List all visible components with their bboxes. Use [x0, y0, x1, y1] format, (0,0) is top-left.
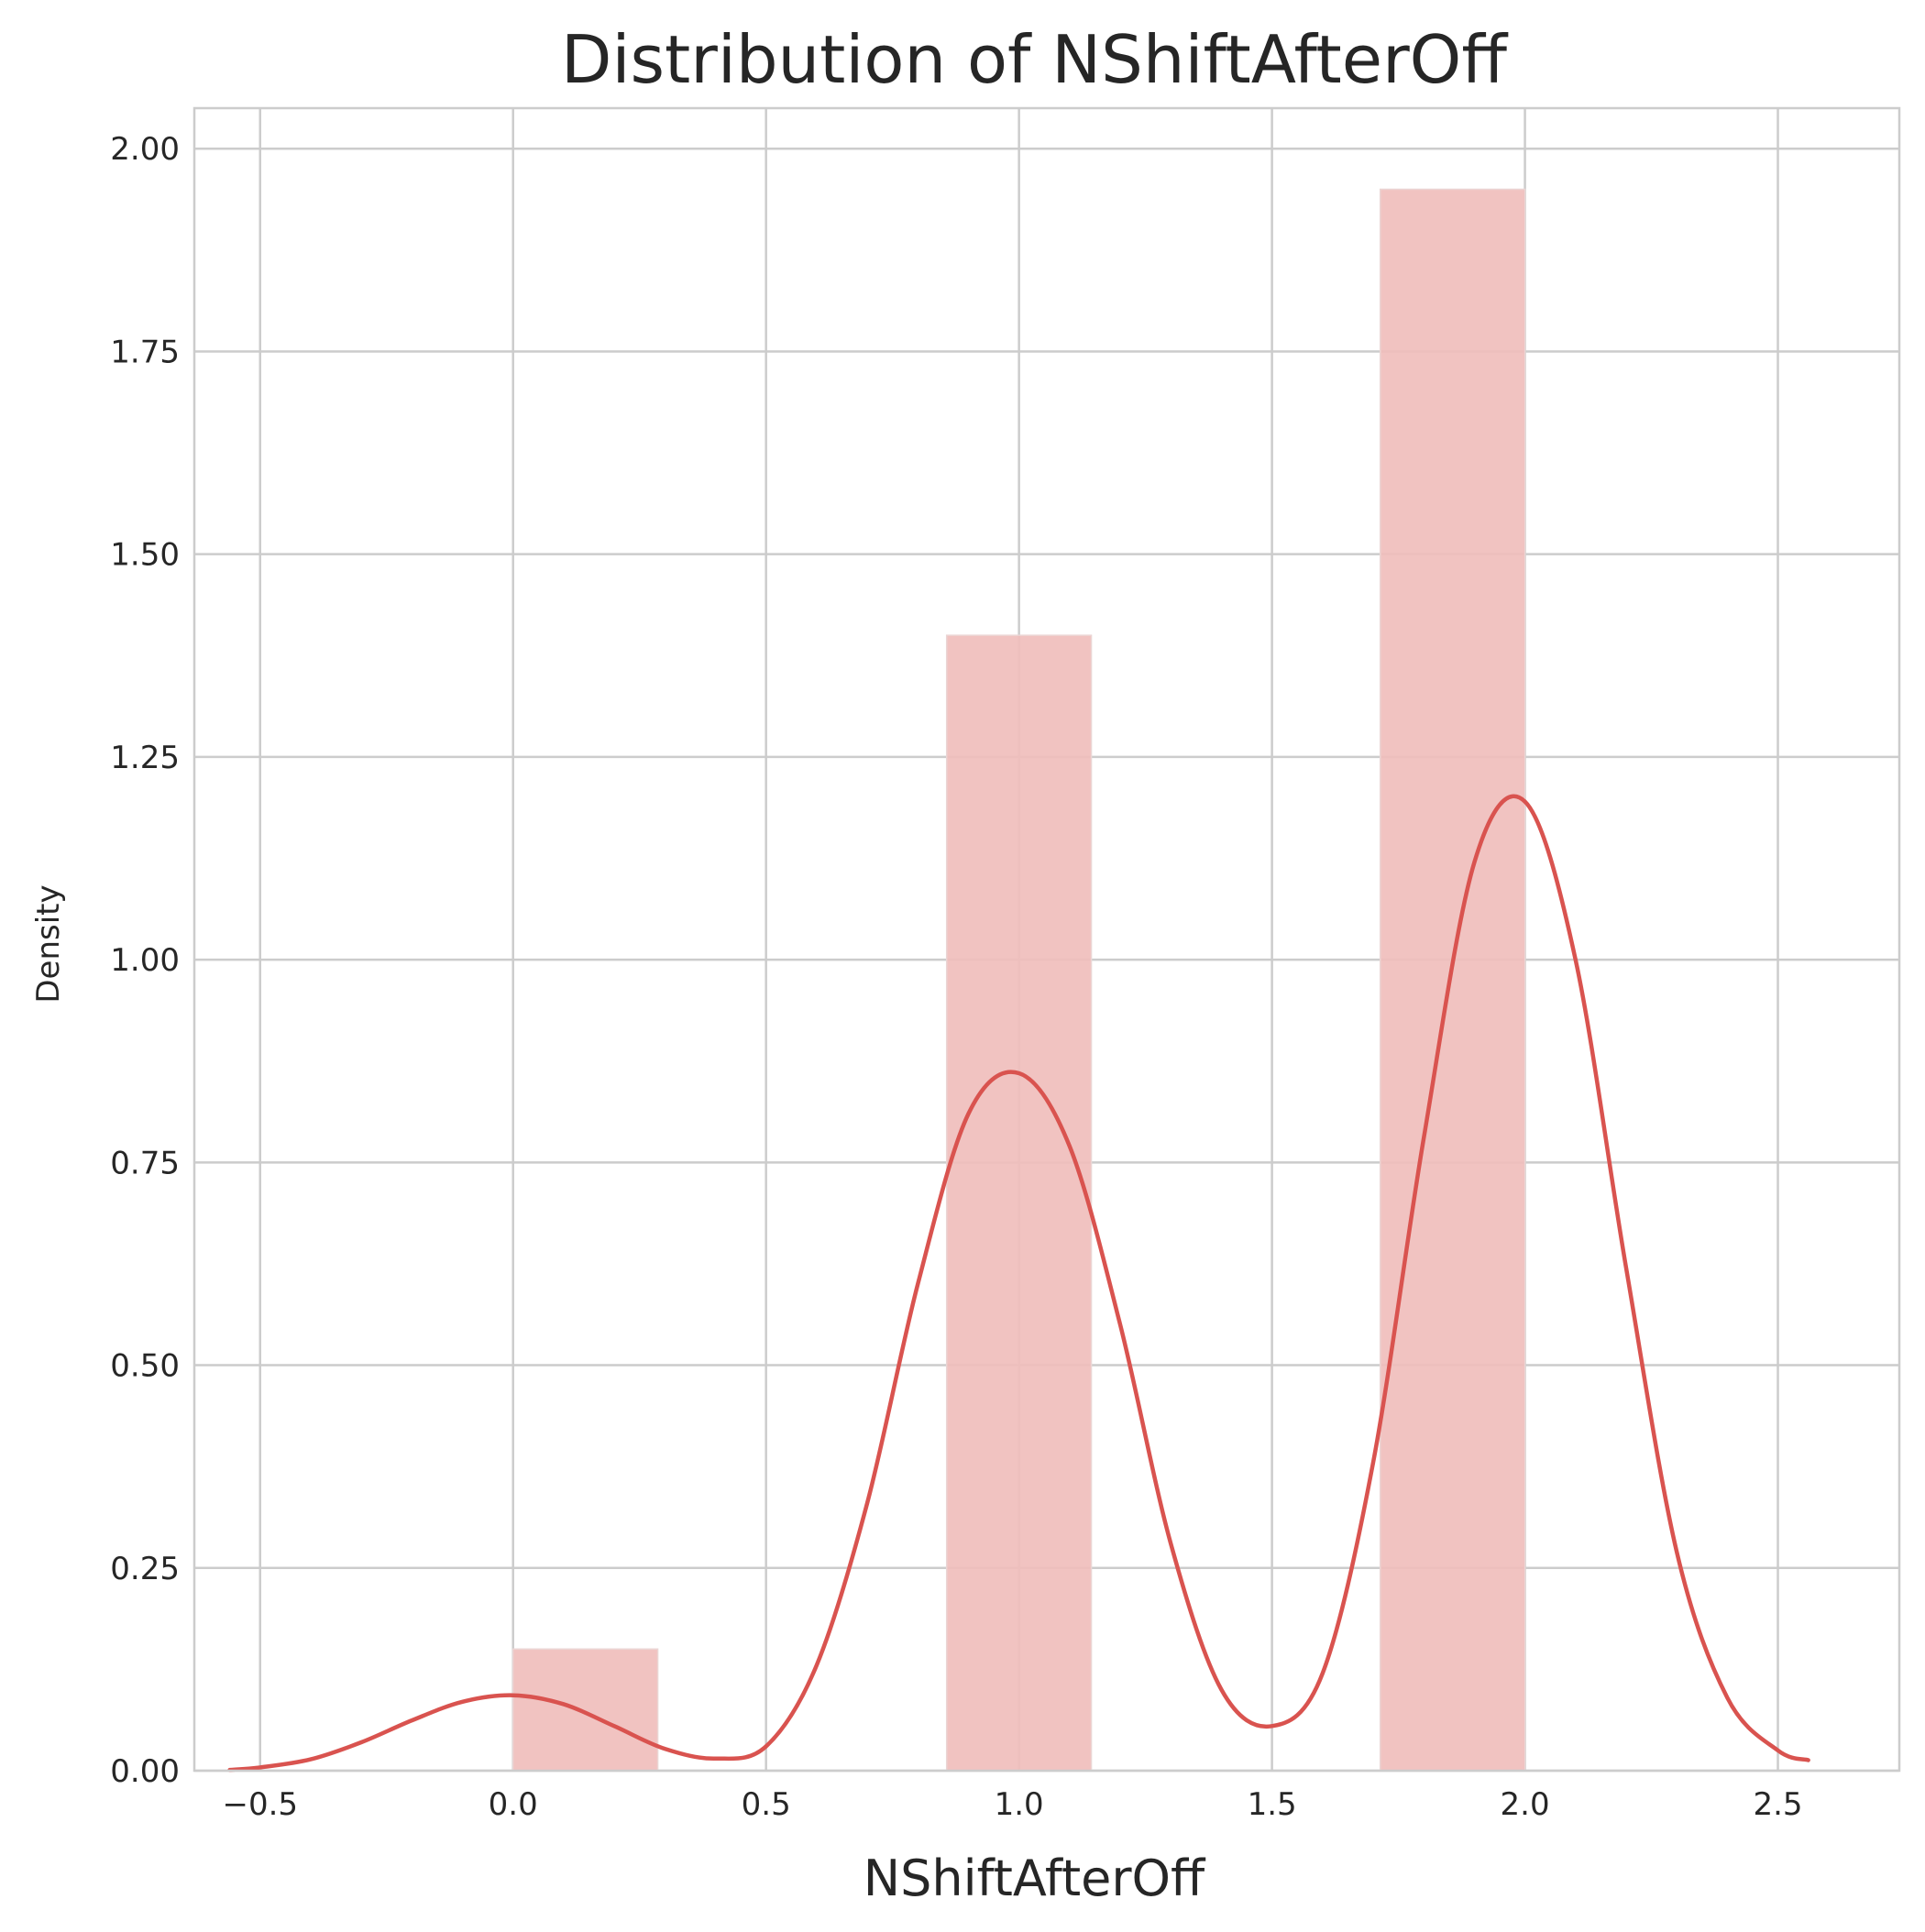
- y-tick-label: 0.75: [110, 1145, 180, 1181]
- y-tick-label: 0.00: [110, 1753, 180, 1790]
- y-axis-label: Density: [30, 884, 67, 1003]
- chart-title: Distribution of NShiftAfterOff: [561, 21, 1508, 98]
- x-tick-label: 2.0: [1501, 1786, 1550, 1823]
- y-tick-label: 1.75: [110, 334, 180, 370]
- x-tick-label: 0.0: [489, 1786, 538, 1823]
- x-tick-label: −0.5: [222, 1786, 298, 1823]
- x-tick-label: 0.5: [742, 1786, 791, 1823]
- y-tick-label: 0.25: [110, 1551, 180, 1587]
- x-axis-label: NShiftAfterOff: [864, 1850, 1206, 1907]
- kde-layer: [227, 794, 1810, 1773]
- x-tick-label: 2.5: [1753, 1786, 1802, 1823]
- x-tick-labels: −0.5 0.0 0.5 1.0 1.5 2.0 2.5: [222, 1786, 1802, 1823]
- y-tick-label: 1.50: [110, 537, 180, 574]
- x-tick-label: 1.5: [1248, 1786, 1297, 1823]
- y-tick-label: 1.25: [110, 740, 180, 776]
- y-tick-label: 2.00: [110, 131, 180, 168]
- kde-curve: [227, 794, 1810, 1773]
- histogram-bar: [945, 634, 1093, 1772]
- y-tick-labels: 0.00 0.25 0.50 0.75 1.00 1.25 1.50 1.75 2.00: [110, 131, 180, 1790]
- histogram-bars: [512, 188, 1526, 1772]
- x-tick-label: 1.0: [995, 1786, 1044, 1823]
- y-tick-label: 0.50: [110, 1348, 180, 1385]
- histogram-bar: [1379, 188, 1526, 1772]
- y-tick-label: 1.00: [110, 942, 180, 979]
- plot-frame: [192, 106, 1901, 1773]
- histogram-bar: [512, 1648, 659, 1772]
